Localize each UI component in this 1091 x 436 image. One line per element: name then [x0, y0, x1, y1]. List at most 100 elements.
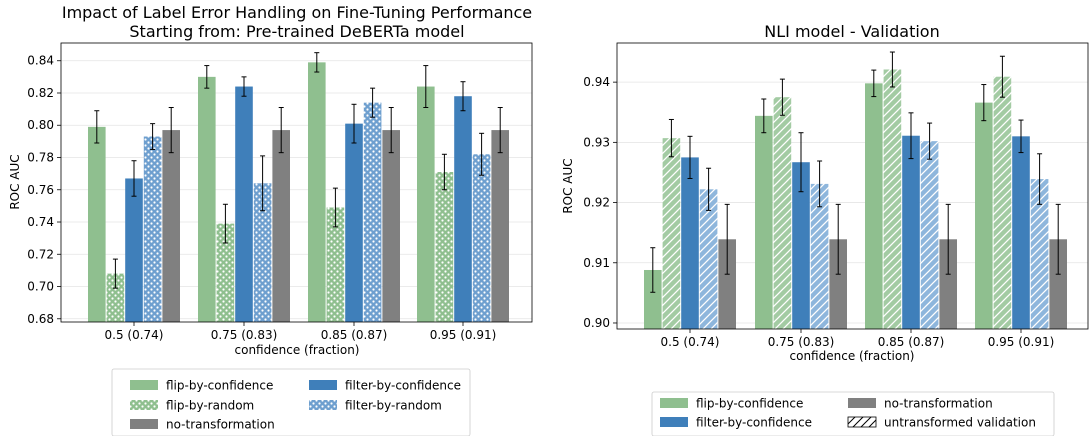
- left-y-tick-label: 0.72: [27, 247, 54, 261]
- left-bar-no-transformation: [382, 130, 400, 322]
- right-bar-no-transformation: [1049, 239, 1067, 329]
- right-x-tick-label: 0.95 (0.91): [988, 335, 1055, 349]
- left-x-ticks: 0.5 (0.74) 0.75 (0.83) 0.85 (0.87) 0.95 (0.…: [105, 322, 497, 342]
- left-plot-frame: [60, 42, 533, 323]
- left-bar-no-transformation: [491, 130, 509, 322]
- left-y-ticks: 0.68 0.70 0.72 0.74 0.76 0.78 0.80 0.82 0.84: [27, 54, 61, 326]
- right-x-tick-label: 0.85 (0.87): [878, 335, 945, 349]
- left-y-tick-label: 0.76: [27, 183, 54, 197]
- right-legend-label: untransformed validation: [884, 416, 1036, 430]
- right-x-tick-label: 0.75 (0.83): [768, 335, 835, 349]
- right-bar-flip-by-confidence-untransformed-validation-: [993, 76, 1012, 329]
- left-x-tick-label: 0.75 (0.83): [211, 328, 278, 342]
- left-bar-no-transformation: [272, 130, 290, 322]
- right-bar-no-transformation: [718, 239, 736, 329]
- right-legend-swatch: [660, 398, 688, 408]
- right-chart-title: NLI model - Validation: [764, 22, 939, 41]
- right-y-tick-label: 0.92: [583, 196, 610, 210]
- left-y-tick-label: 0.82: [27, 86, 54, 100]
- right-bar-flip-by-confidence-untransformed-validation-: [883, 69, 902, 330]
- left-legend-swatch: [130, 419, 158, 429]
- left-bar-no-transformation: [162, 130, 180, 322]
- left-y-tick-label: 0.68: [27, 312, 54, 326]
- right-bar-flip-by-confidence: [755, 115, 773, 329]
- left-bar-filter-by-confidence: [454, 96, 472, 322]
- right-bar-filter-by-confidence-untransformed-validation-: [920, 141, 939, 329]
- right-bar-flip-by-confidence: [865, 83, 883, 329]
- left-bar-flip-by-confidence: [198, 76, 216, 322]
- left-x-axis-label: confidence (fraction): [235, 343, 360, 357]
- left-legend: flip-by-confidence filter-by-confidence fl…: [111, 368, 471, 436]
- left-x-tick-label: 0.85 (0.87): [321, 328, 388, 342]
- left-bar-flip-by-random: [216, 223, 235, 322]
- left-x-tick-label: 0.95 (0.91): [430, 328, 497, 342]
- right-bar-flip-by-confidence: [975, 102, 993, 329]
- right-bar-filter-by-confidence-untransformed-validation-: [810, 183, 829, 329]
- left-bar-filter-by-random: [363, 102, 382, 322]
- left-legend-label: filter-by-random: [345, 399, 442, 413]
- right-y-tick-label: 0.94: [583, 75, 610, 89]
- left-bar-filter-by-random: [253, 183, 272, 322]
- left-y-tick-label: 0.84: [27, 54, 54, 68]
- right-y-tick-label: 0.93: [583, 135, 610, 149]
- left-bar-filter-by-confidence: [125, 178, 143, 322]
- left-bar-filter-by-confidence: [345, 123, 363, 323]
- left-bar-flip-by-random: [106, 273, 125, 322]
- left-legend-frame: [111, 368, 471, 436]
- left-bar-filter-by-confidence: [235, 86, 253, 322]
- left-legend-swatch: [130, 400, 158, 410]
- right-bar-filter-by-confidence: [1012, 136, 1030, 329]
- left-y-tick-label: 0.70: [27, 280, 54, 294]
- right-y-tick-label: 0.91: [583, 256, 610, 270]
- right-x-ticks: 0.5 (0.74) 0.75 (0.83) 0.85 (0.87) 0.95 (0.…: [661, 329, 1055, 349]
- left-x-tick-label: 0.5 (0.74): [105, 328, 164, 342]
- right-y-tick-label: 0.90: [583, 316, 610, 330]
- left-bar-filter-by-random: [472, 154, 491, 322]
- left-chart-title-line1: Impact of Label Error Handling on Fine-T…: [62, 3, 532, 22]
- right-bar-flip-by-confidence-untransformed-validation-: [773, 97, 792, 329]
- left-legend-label: filter-by-confidence: [345, 379, 461, 393]
- left-y-tick-label: 0.78: [27, 151, 54, 165]
- left-bar-flip-by-random: [435, 172, 454, 322]
- left-y-tick-label: 0.74: [27, 215, 54, 229]
- left-legend-swatch: [309, 400, 337, 410]
- left-y-tick-label: 0.80: [27, 118, 54, 132]
- left-y-axis-label: ROC AUC: [8, 154, 22, 209]
- left-legend-swatch: [130, 380, 158, 390]
- left-bar-flip-by-confidence: [417, 86, 435, 322]
- right-legend-label: no-transformation: [884, 397, 993, 411]
- left-bars: [88, 62, 509, 323]
- left-bar-flip-by-random: [326, 207, 345, 322]
- left-chart-title-line2: Starting from: Pre-trained DeBERTa model: [129, 22, 464, 41]
- right-bar-flip-by-confidence: [644, 269, 662, 329]
- right-legend-swatch: [660, 417, 688, 427]
- right-bar-filter-by-confidence: [792, 162, 810, 329]
- right-x-axis-label: confidence (fraction): [790, 349, 915, 363]
- right-legend-label: flip-by-confidence: [696, 397, 803, 411]
- left-legend-label: no-transformation: [166, 418, 275, 432]
- right-bar-no-transformation: [829, 239, 847, 329]
- right-bar-filter-by-confidence: [681, 157, 699, 329]
- right-bar-filter-by-confidence: [902, 135, 920, 329]
- right-bar-filter-by-confidence-untransformed-validation-: [1030, 179, 1049, 329]
- chart-right: NLI model - Validation 0.900.910.920.930…: [561, 22, 1089, 436]
- left-bar-flip-by-confidence: [308, 62, 326, 322]
- right-x-tick-label: 0.5 (0.74): [661, 335, 720, 349]
- right-legend-label: filter-by-confidence: [696, 416, 812, 430]
- right-legend-swatch: [847, 416, 877, 428]
- left-bar-flip-by-confidence: [88, 126, 106, 323]
- left-bar-filter-by-random: [143, 136, 162, 322]
- right-legend: flip-by-confidence no-transformation filte…: [651, 391, 1055, 436]
- right-plot-frame: [616, 42, 1089, 330]
- right-legend-swatch: [848, 398, 876, 408]
- right-bar-flip-by-confidence-untransformed-validation-: [662, 138, 681, 329]
- left-legend-swatch: [309, 380, 337, 390]
- right-y-ticks: 0.90 0.91 0.92 0.93 0.94: [583, 75, 617, 330]
- left-legend-label: flip-by-confidence: [166, 379, 273, 393]
- right-bar-no-transformation: [939, 239, 957, 329]
- right-bar-filter-by-confidence-untransformed-validation-: [699, 189, 718, 329]
- left-legend-label: flip-by-random: [166, 399, 254, 413]
- right-error-bars: [650, 51, 1061, 293]
- right-legend-frame: [651, 391, 1055, 436]
